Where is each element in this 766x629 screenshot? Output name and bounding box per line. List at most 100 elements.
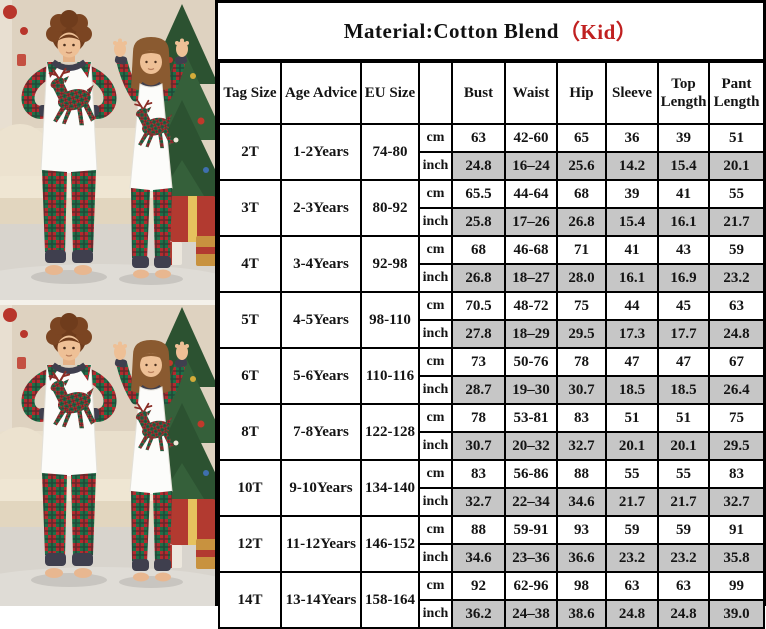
column-header-waist: Waist xyxy=(504,61,558,125)
value-cell-cm: 63 xyxy=(708,291,765,321)
material-label: Material:Cotton Blend xyxy=(343,18,559,43)
size-row-12T-inch: inch 34.6 23–36 36.6 23.2 23.2 35.8 xyxy=(219,543,765,573)
value-cell-inch: 32.7 xyxy=(451,487,506,517)
value-cell-cm: 83 xyxy=(556,403,607,433)
size-row-10T-inch: inch 32.7 22–34 34.6 21.7 21.7 32.7 xyxy=(219,487,765,517)
value-cell-inch: 35.8 xyxy=(708,543,765,573)
age-advice-cell: 11-12Years xyxy=(280,515,362,573)
value-cell-inch: 18–29 xyxy=(504,319,558,349)
value-cell-cm: 59 xyxy=(605,515,659,545)
value-cell-cm: 53-81 xyxy=(504,403,558,433)
age-advice-cell: 9-10Years xyxy=(280,459,362,517)
value-cell-cm: 71 xyxy=(556,235,607,265)
value-cell-cm: 59 xyxy=(657,515,710,545)
value-cell-inch: 23–36 xyxy=(504,543,558,573)
value-cell-cm: 78 xyxy=(556,347,607,377)
value-cell-cm: 67 xyxy=(708,347,765,377)
value-cell-cm: 55 xyxy=(708,179,765,209)
value-cell-cm: 65.5 xyxy=(451,179,506,209)
tag-size-cell: 6T xyxy=(218,347,282,405)
value-cell-inch: 16.1 xyxy=(657,207,710,237)
unit-cell-inch: inch xyxy=(418,431,453,461)
value-cell-inch: 16.9 xyxy=(657,263,710,293)
value-cell-inch: 28.7 xyxy=(451,375,506,405)
value-cell-inch: 23.2 xyxy=(708,263,765,293)
photo-seam-divider xyxy=(0,300,215,305)
value-cell-cm: 45 xyxy=(657,291,710,321)
value-cell-inch: 30.7 xyxy=(451,431,506,461)
value-cell-cm: 93 xyxy=(556,515,607,545)
eu-size-cell: 122-128 xyxy=(360,403,420,461)
eu-size-cell: 80-92 xyxy=(360,179,420,237)
unit-cell-inch: inch xyxy=(418,319,453,349)
value-cell-cm: 36 xyxy=(605,123,659,153)
value-cell-inch: 24.8 xyxy=(605,599,659,629)
value-cell-inch: 15.4 xyxy=(657,151,710,181)
value-cell-cm: 73 xyxy=(451,347,506,377)
value-cell-inch: 28.0 xyxy=(556,263,607,293)
value-cell-inch: 19–30 xyxy=(504,375,558,405)
value-cell-cm: 51 xyxy=(605,403,659,433)
value-cell-inch: 24.8 xyxy=(451,151,506,181)
unit-cell-cm: cm xyxy=(418,291,453,321)
column-header-age-advice: Age Advice xyxy=(280,61,362,125)
value-cell-cm: 43 xyxy=(657,235,710,265)
value-cell-cm: 83 xyxy=(708,459,765,489)
value-cell-cm: 75 xyxy=(708,403,765,433)
value-cell-inch: 14.2 xyxy=(605,151,659,181)
value-cell-cm: 88 xyxy=(451,515,506,545)
value-cell-cm: 63 xyxy=(451,123,506,153)
value-cell-cm: 50-76 xyxy=(504,347,558,377)
value-cell-cm: 47 xyxy=(657,347,710,377)
value-cell-inch: 17.3 xyxy=(605,319,659,349)
size-row-8T-cm: 8T 7-8Years 122-128 cm 78 53-81 83 51 51 75 xyxy=(218,403,765,461)
age-advice-cell: 3-4Years xyxy=(280,235,362,293)
size-row-6T-cm: 6T 5-6Years 110-116 cm 73 50-76 78 47 47 67 xyxy=(218,347,765,405)
size-row-5T-inch: inch 27.8 18–29 29.5 17.3 17.7 24.8 xyxy=(219,319,765,349)
value-cell-inch: 34.6 xyxy=(451,543,506,573)
value-cell-inch: 18.5 xyxy=(657,375,710,405)
size-chart-head: Tag Size Age Advice EU Size Bust Waist Hip Sle… xyxy=(218,61,765,125)
value-cell-cm: 70.5 xyxy=(451,291,506,321)
value-cell-cm: 62-96 xyxy=(504,571,558,601)
value-cell-inch: 18–27 xyxy=(504,263,558,293)
tag-size-cell: 8T xyxy=(218,403,282,461)
value-cell-cm: 92 xyxy=(451,571,506,601)
value-cell-cm: 59-91 xyxy=(504,515,558,545)
size-row-2T-inch: inch 24.8 16–24 25.6 14.2 15.4 20.1 xyxy=(219,151,765,181)
value-cell-inch: 20–32 xyxy=(504,431,558,461)
eu-size-cell: 92-98 xyxy=(360,235,420,293)
value-cell-inch: 29.5 xyxy=(556,319,607,349)
product-photo-bottom xyxy=(0,303,215,606)
value-cell-cm: 42-60 xyxy=(504,123,558,153)
value-cell-cm: 98 xyxy=(556,571,607,601)
value-cell-cm: 99 xyxy=(708,571,765,601)
product-photo-column xyxy=(0,0,215,606)
value-cell-inch: 39.0 xyxy=(708,599,765,629)
eu-size-cell: 146-152 xyxy=(360,515,420,573)
unit-cell-inch: inch xyxy=(418,543,453,573)
value-cell-inch: 21.7 xyxy=(708,207,765,237)
size-chart-panel: Material:Cotton Blend （Kid） Tag Size Age A… xyxy=(215,0,766,629)
value-cell-cm: 56-86 xyxy=(504,459,558,489)
value-cell-cm: 55 xyxy=(605,459,659,489)
value-cell-inch: 25.8 xyxy=(451,207,506,237)
unit-cell-cm: cm xyxy=(418,179,453,209)
value-cell-cm: 75 xyxy=(556,291,607,321)
value-cell-cm: 88 xyxy=(556,459,607,489)
value-cell-inch: 24.8 xyxy=(657,599,710,629)
value-cell-cm: 63 xyxy=(605,571,659,601)
eu-size-cell: 134-140 xyxy=(360,459,420,517)
value-cell-inch: 36.6 xyxy=(556,543,607,573)
size-chart-table: Tag Size Age Advice EU Size Bust Waist Hip Sle… xyxy=(218,61,765,629)
age-advice-cell: 5-6Years xyxy=(280,347,362,405)
size-row-2T-cm: 2T 1-2Years 74-80 cm 63 42-60 65 36 39 51 xyxy=(218,123,765,181)
column-header-eu-size: EU Size xyxy=(360,61,420,125)
value-cell-cm: 41 xyxy=(657,179,710,209)
product-photo-top xyxy=(0,0,215,303)
unit-cell-cm: cm xyxy=(418,515,453,545)
size-row-3T-inch: inch 25.8 17–26 26.8 15.4 16.1 21.7 xyxy=(219,207,765,237)
column-header-sleeve: Sleeve xyxy=(605,61,659,125)
value-cell-inch: 26.8 xyxy=(451,263,506,293)
eu-size-cell: 110-116 xyxy=(360,347,420,405)
